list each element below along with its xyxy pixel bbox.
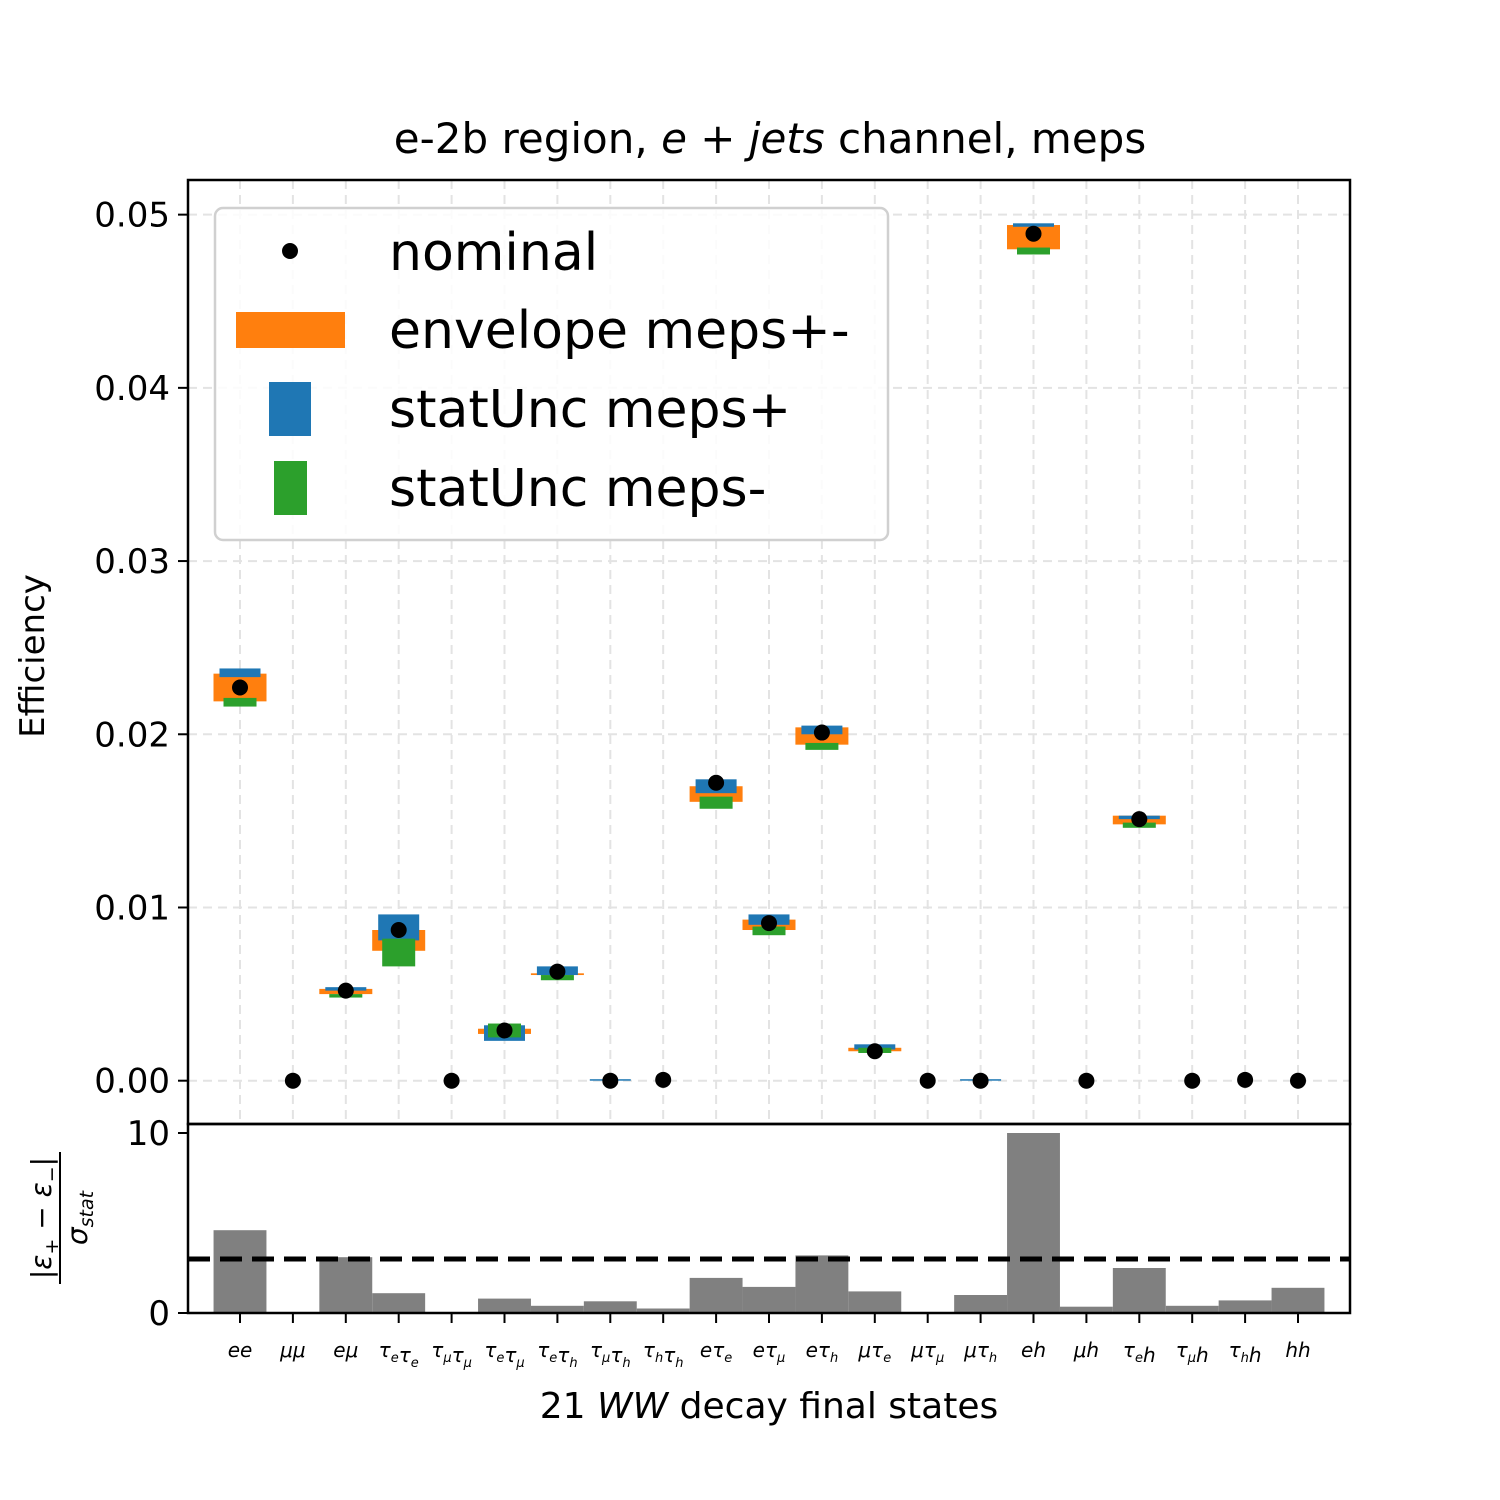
nominal-point — [284, 1072, 301, 1089]
x-tick-label: ee — [228, 1338, 253, 1362]
stat-unc-minus-box — [382, 938, 416, 967]
nominal-point — [1025, 225, 1042, 242]
x-tick-label: eτh — [806, 1338, 839, 1366]
stat-unc-minus-box — [699, 796, 733, 809]
x-tick-label: μτμ — [910, 1338, 944, 1366]
nominal-point — [972, 1072, 989, 1089]
legend-label-stat-plus: statUnc meps+ — [389, 380, 791, 440]
ratio-bar — [319, 1257, 373, 1313]
x-tick-label: μτe — [857, 1338, 891, 1366]
nominal-point — [919, 1072, 936, 1089]
y-tick-label: 0.03 — [94, 542, 170, 582]
x-tick-label: hh — [1285, 1338, 1310, 1362]
nominal-point — [1131, 811, 1148, 828]
nominal-point — [443, 1072, 460, 1089]
stat-unc-plus-box — [219, 668, 261, 678]
main-plot-marks — [213, 223, 1306, 1089]
x-axis-label: 21 WW decay final states — [540, 1386, 998, 1427]
ratio-bar — [1007, 1133, 1060, 1313]
x-tick-label: τeτe — [379, 1338, 419, 1371]
nominal-point — [390, 922, 407, 939]
nominal-point — [1078, 1072, 1095, 1089]
nominal-point — [602, 1072, 619, 1089]
stat-unc-minus-box — [223, 697, 257, 707]
nominal-point — [1290, 1072, 1306, 1089]
nominal-point — [761, 915, 777, 932]
ratio-bar — [530, 1305, 584, 1313]
x-tick-label: eh — [1021, 1338, 1046, 1362]
y-tick-label: 0.01 — [94, 888, 170, 928]
ratio-bar — [848, 1291, 902, 1313]
x-tick-label: μh — [1073, 1338, 1099, 1362]
x-tick-label: τeh — [1123, 1338, 1156, 1367]
y-tick-label: 0.02 — [94, 715, 170, 755]
x-tick-label: μμ — [279, 1338, 305, 1362]
legend-box — [213, 206, 890, 542]
x-tick-label: τeτh — [537, 1338, 577, 1371]
ratio-bar — [636, 1308, 690, 1313]
x-tick-label: τμh — [1176, 1338, 1209, 1367]
ratio-bar — [689, 1277, 743, 1313]
ratio-bar — [1059, 1306, 1113, 1313]
ratio-bar — [478, 1298, 531, 1313]
nominal-point — [1237, 1071, 1254, 1088]
nominal-point — [708, 774, 725, 791]
ratio-bar — [1271, 1287, 1325, 1313]
x-tick-label: μτh — [963, 1338, 997, 1366]
x-tick-label: eτe — [700, 1338, 732, 1366]
nominal-point — [866, 1043, 883, 1060]
x-tick-label: τhτh — [643, 1338, 684, 1371]
nominal-point — [549, 963, 566, 980]
ratio-bar — [742, 1286, 796, 1313]
legend-marker-nominal — [282, 243, 298, 259]
chart-title: e-2b region, e + jets channel, meps — [394, 114, 1146, 163]
nominal-point — [1184, 1072, 1201, 1089]
x-tick-label: τμτh — [590, 1338, 631, 1371]
stat-unc-minus-box — [1017, 247, 1050, 255]
ratio-y-tick-label: 10 — [127, 1114, 170, 1154]
ratio-bar — [954, 1295, 1008, 1313]
ratio-bar — [1165, 1305, 1219, 1313]
y-tick-label: 0.04 — [94, 369, 170, 409]
nominal-point — [232, 679, 248, 696]
main-y-axis-ticks: 0.00 0.01 0.02 0.03 0.04 0.05 — [94, 196, 188, 1102]
x-tick-label: eτμ — [753, 1338, 786, 1366]
nominal-point — [813, 724, 830, 741]
y-tick-label: 0.00 — [94, 1062, 170, 1102]
ratio-y-axis-ticks: 0 10 — [127, 1114, 188, 1334]
x-tick-label: eμ — [333, 1338, 358, 1362]
x-tick-label: τhh — [1229, 1338, 1262, 1367]
nominal-point — [496, 1022, 513, 1039]
main-y-axis-label: Efficiency — [13, 574, 53, 738]
ratio-bars — [213, 1133, 1325, 1313]
legend-marker-stat-minus — [274, 461, 307, 515]
x-tick-label: τμτμ — [431, 1338, 472, 1371]
ratio-bar — [1112, 1268, 1166, 1313]
ratio-bar — [213, 1230, 267, 1313]
legend-label-nominal: nominal — [389, 223, 598, 283]
legend-marker-stat-plus — [269, 382, 311, 436]
nominal-point — [337, 982, 354, 999]
ratio-bar — [795, 1255, 849, 1313]
legend-label-stat-minus: statUnc meps- — [389, 459, 766, 519]
legend-label-envelope: envelope meps+- — [389, 301, 850, 361]
stat-unc-minus-box — [805, 742, 839, 750]
legend-marker-envelope — [236, 312, 345, 348]
stat-unc-plus-box — [1013, 223, 1054, 227]
legend: nominal envelope meps+- statUnc meps+ st… — [213, 206, 890, 542]
x-tick-label: τeτμ — [484, 1338, 524, 1371]
ratio-bar — [583, 1301, 637, 1313]
ratio-y-tick-label: 0 — [148, 1294, 170, 1334]
ratio-bar — [372, 1293, 426, 1313]
ratio-bar — [1218, 1300, 1272, 1313]
nominal-point — [655, 1071, 672, 1088]
y-tick-label: 0.05 — [94, 196, 170, 236]
